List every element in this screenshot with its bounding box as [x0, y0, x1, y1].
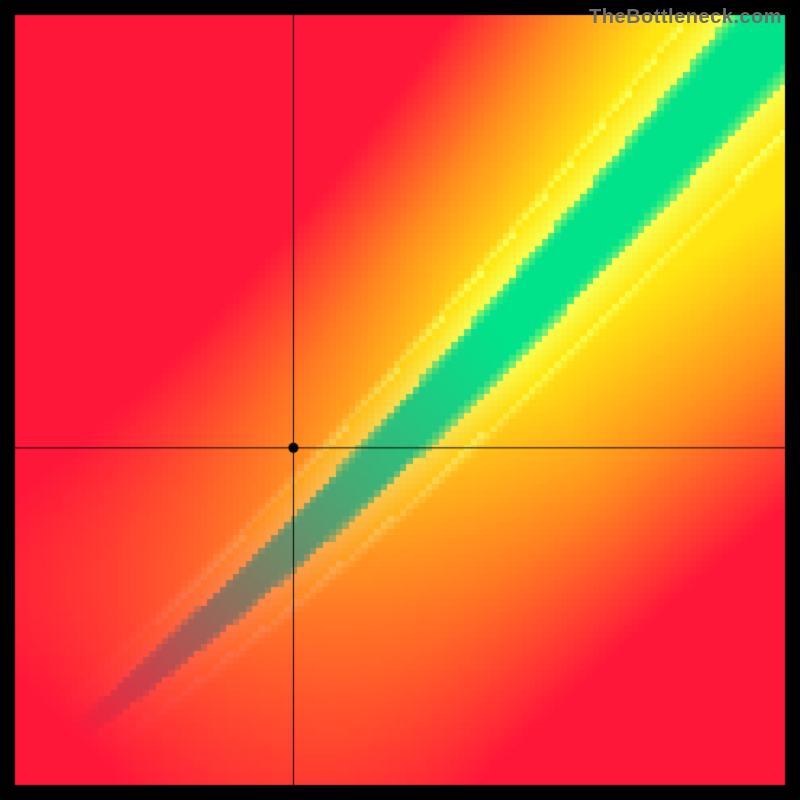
bottleneck-heatmap	[0, 0, 800, 800]
chart-container: TheBottleneck.com	[0, 0, 800, 800]
watermark-label: TheBottleneck.com	[589, 6, 782, 29]
